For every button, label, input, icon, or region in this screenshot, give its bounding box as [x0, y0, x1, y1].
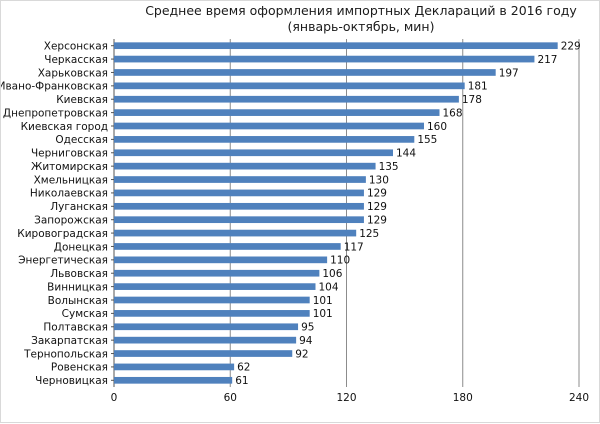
bar	[114, 376, 233, 384]
value-label: 94	[299, 335, 313, 347]
bar	[114, 229, 357, 237]
category-label: Хмельницкая	[34, 174, 108, 186]
bar	[114, 176, 366, 183]
bar	[114, 69, 496, 76]
category-label: Херсонская	[44, 40, 108, 52]
category-label: Черниговская	[31, 148, 108, 160]
category-label: Ровенская	[51, 362, 108, 374]
bar	[114, 162, 376, 170]
x-tick-label: 0	[111, 392, 118, 404]
bar	[114, 82, 465, 90]
value-label: 135	[379, 161, 399, 173]
category-label: Николаевская	[30, 188, 108, 200]
category-label: Донецкая	[54, 241, 108, 253]
bar	[114, 95, 459, 103]
category-label: Харьковская	[38, 67, 108, 79]
value-label: 168	[443, 107, 463, 119]
value-label: 104	[319, 281, 339, 293]
bar	[114, 42, 558, 50]
category-label: Одесская	[55, 134, 108, 146]
value-label: 62	[237, 362, 250, 374]
category-label: Киевская	[56, 94, 108, 106]
value-label: 181	[468, 81, 488, 93]
value-label: 106	[322, 268, 342, 280]
bar	[114, 283, 316, 290]
bar	[114, 243, 341, 250]
category-label: Закарпатская	[31, 335, 108, 347]
bar	[114, 55, 535, 63]
bar	[114, 109, 440, 116]
value-label: 229	[561, 40, 581, 52]
category-label: Днепропетровская	[3, 107, 108, 119]
labels: 0 60 120 180 240 Херсонская 229 Черкасская 217 Ха…	[1, 40, 589, 404]
bar	[114, 310, 310, 317]
category-label: Ивано-Франковская	[1, 81, 108, 93]
x-tick-label: 60	[224, 392, 237, 404]
category-label: Волынская	[48, 295, 108, 307]
bar	[114, 122, 424, 130]
value-label: 197	[499, 67, 519, 79]
value-label: 117	[344, 241, 364, 253]
chart-title: Среднее время оформления импортных Декла…	[145, 3, 577, 34]
category-label: Энергетическая	[18, 255, 108, 267]
bar	[114, 269, 320, 277]
bar	[114, 202, 364, 210]
value-label: 101	[313, 308, 333, 320]
category-label: Тернопольская	[23, 348, 108, 360]
category-label: Сумская	[62, 308, 108, 320]
category-label: Запорожская	[34, 214, 108, 226]
x-tick-label: 240	[569, 392, 589, 404]
value-label: 217	[537, 54, 557, 66]
value-label: 129	[367, 214, 387, 226]
category-label: Киевская город	[21, 121, 108, 133]
x-tick-label: 180	[453, 392, 473, 404]
category-label: Луганская	[50, 201, 108, 213]
value-label: 129	[367, 188, 387, 200]
value-label: 125	[359, 228, 379, 240]
value-label: 144	[396, 148, 416, 160]
value-label: 129	[367, 201, 387, 213]
bar	[114, 216, 364, 224]
category-label: Кировоградская	[17, 228, 108, 240]
bar	[114, 149, 393, 157]
grid-lines	[111, 39, 580, 387]
category-label: Винницкая	[47, 281, 108, 293]
bar	[114, 256, 328, 264]
category-label: Львовская	[50, 268, 108, 280]
value-label: 130	[369, 174, 389, 186]
value-label: 160	[427, 121, 447, 133]
bar	[114, 189, 364, 197]
bar	[114, 350, 293, 357]
bar	[114, 323, 299, 331]
category-label: Житомирская	[31, 161, 108, 173]
bar	[114, 296, 310, 304]
value-label: 95	[301, 322, 314, 334]
category-label: Черновицкая	[35, 375, 108, 387]
bar	[114, 336, 297, 344]
x-tick-label: 120	[336, 392, 356, 404]
value-label: 110	[330, 255, 350, 267]
category-label: Черкасская	[44, 54, 108, 66]
category-label: Полтавская	[43, 322, 108, 334]
value-label: 178	[462, 94, 482, 106]
bar	[114, 136, 415, 143]
bars	[114, 42, 558, 384]
value-label: 101	[313, 295, 333, 307]
value-label: 155	[417, 134, 437, 146]
value-label: 92	[295, 348, 308, 360]
value-label: 61	[235, 375, 248, 387]
bar	[114, 363, 235, 371]
